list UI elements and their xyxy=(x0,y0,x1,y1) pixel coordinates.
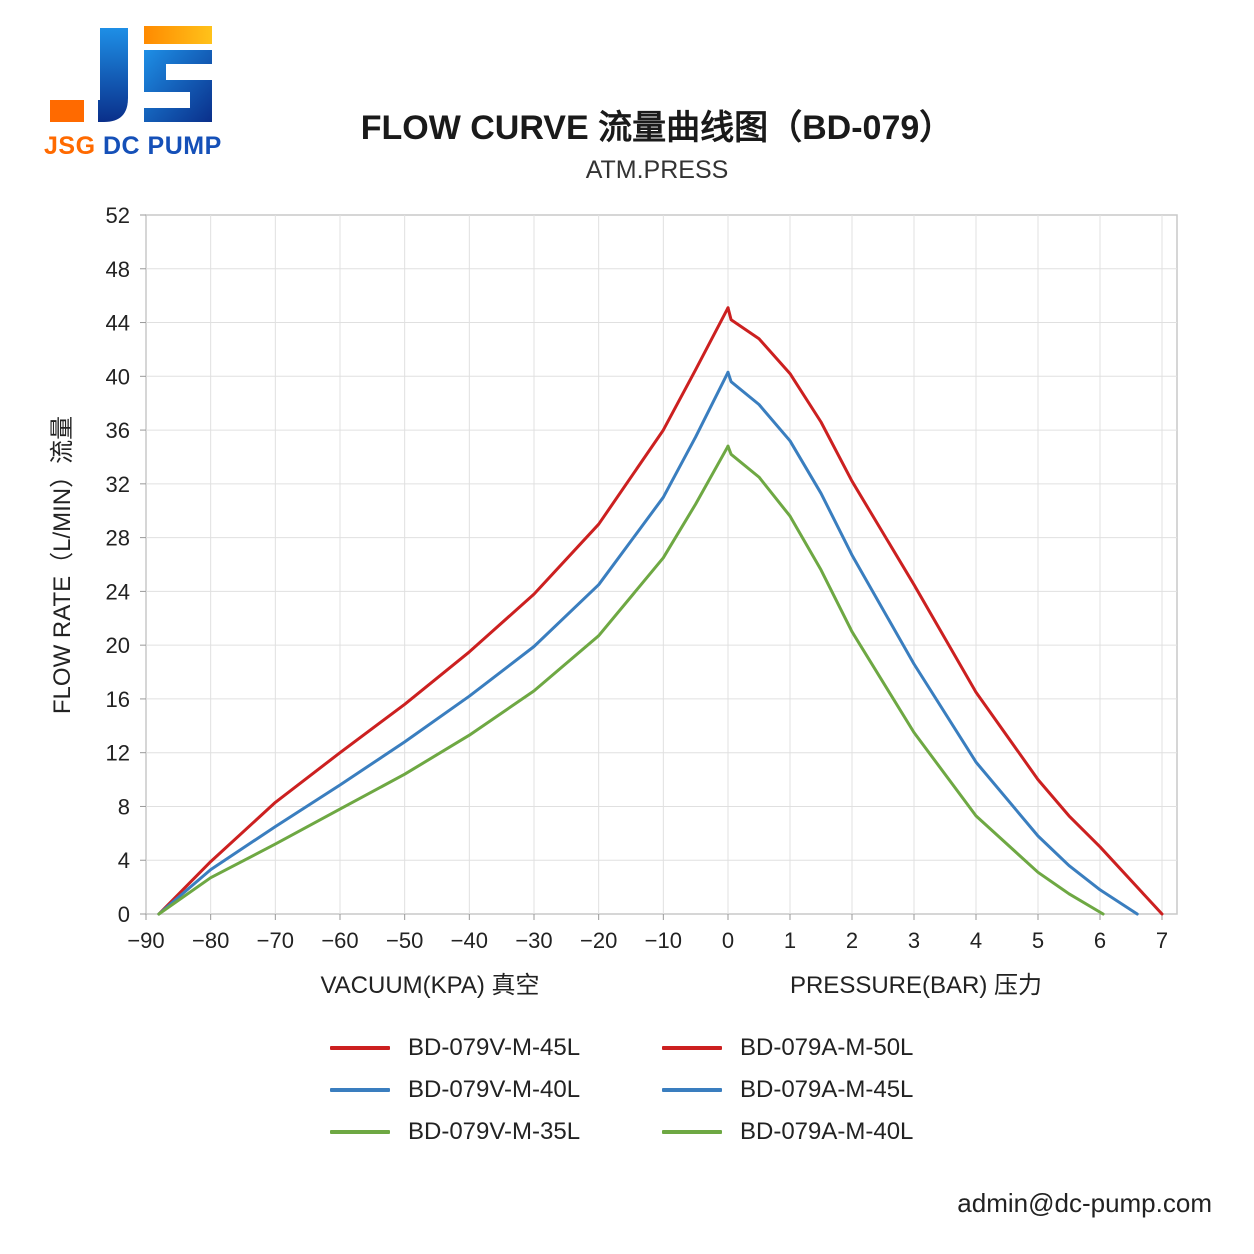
x-tick-label-vacuum: −80 xyxy=(192,928,229,953)
legend-item: BD-079A-M-40L xyxy=(662,1114,913,1150)
series-line-pressure xyxy=(726,306,1164,916)
x-axis-label-vacuum: VACUUM(KPA) 真空 xyxy=(320,972,539,999)
x-tick-label-vacuum: −90 xyxy=(127,928,164,953)
legend-label: BD-079V-M-45L xyxy=(408,1034,581,1061)
legend-label: BD-079V-M-35L xyxy=(408,1118,581,1145)
x-tick-label-vacuum: −30 xyxy=(515,928,552,953)
legend-swatch xyxy=(330,1046,390,1050)
x-tick-label-vacuum: −20 xyxy=(580,928,617,953)
x-tick-label-pressure: 2 xyxy=(846,928,858,953)
series-line-vacuum xyxy=(157,370,730,916)
x-tick-label-vacuum: 0 xyxy=(722,928,734,953)
x-tick-label-pressure: 3 xyxy=(908,928,920,953)
legend-label: BD-079V-M-40L xyxy=(408,1076,581,1103)
legend-swatch xyxy=(662,1046,722,1050)
chart-subtitle: ATM.PRESS xyxy=(585,156,729,184)
y-tick-label: 36 xyxy=(106,418,130,443)
y-tick-label: 52 xyxy=(106,203,130,228)
x-tick-label-pressure: 7 xyxy=(1156,928,1168,953)
legend-item: BD-079V-M-40L xyxy=(330,1072,580,1108)
y-tick-label: 48 xyxy=(106,257,130,282)
legend-label: BD-079A-M-45L xyxy=(740,1076,914,1103)
logo-text-jsg: JSG xyxy=(44,132,96,160)
y-tick-label: 12 xyxy=(106,741,130,766)
series-line-vacuum xyxy=(157,306,730,916)
y-tick-label: 16 xyxy=(106,687,130,712)
legend-swatch xyxy=(330,1088,390,1092)
series-line-pressure xyxy=(726,370,1139,916)
y-axis-label: FLOW RATE（L/MIN）流量 xyxy=(49,416,76,714)
legend-item: BD-079V-M-45L xyxy=(330,1030,580,1066)
legend-swatch xyxy=(330,1130,390,1134)
legend-item: BD-079A-M-50L xyxy=(662,1030,913,1066)
plot-area xyxy=(145,214,1178,915)
chart-title: FLOW CURVE 流量曲线图（BD-079） xyxy=(360,109,954,147)
x-axis-label-pressure: PRESSURE(BAR) 压力 xyxy=(790,972,1042,999)
y-tick-label: 0 xyxy=(118,902,130,927)
x-tick-label-pressure: 6 xyxy=(1094,928,1106,953)
x-tick-label-pressure: 1 xyxy=(784,928,796,953)
x-tick-label-vacuum: −50 xyxy=(386,928,423,953)
contact-email: admin@dc-pump.com xyxy=(957,1188,1212,1218)
company-logo xyxy=(50,26,212,122)
y-tick-label: 32 xyxy=(106,472,130,497)
y-tick-label: 4 xyxy=(118,848,130,873)
x-tick-label-pressure: 5 xyxy=(1032,928,1044,953)
legend-item: BD-079V-M-35L xyxy=(330,1114,580,1150)
series-line-pressure xyxy=(726,444,1105,916)
logo-text: JSG DC PUMP xyxy=(44,132,222,161)
y-tick-label: 24 xyxy=(106,579,130,604)
x-tick-label-pressure: 4 xyxy=(970,928,982,953)
x-tick-label-vacuum: −60 xyxy=(321,928,358,953)
legend-label: BD-079A-M-50L xyxy=(740,1034,914,1061)
y-tick-label: 20 xyxy=(106,633,130,658)
y-tick-label: 40 xyxy=(106,364,130,389)
legend-swatch xyxy=(662,1130,722,1134)
series-line-vacuum xyxy=(157,444,730,916)
logo-text-dcpump: DC PUMP xyxy=(102,132,222,160)
x-tick-label-vacuum: −10 xyxy=(645,928,682,953)
legend-swatch xyxy=(662,1088,722,1092)
legend-item: BD-079A-M-45L xyxy=(662,1072,913,1108)
y-tick-label: 28 xyxy=(106,526,130,551)
x-tick-label-vacuum: −70 xyxy=(257,928,294,953)
legend-label: BD-079A-M-40L xyxy=(740,1118,914,1145)
y-tick-label: 44 xyxy=(106,311,130,336)
x-tick-label-vacuum: −40 xyxy=(451,928,488,953)
y-tick-label: 8 xyxy=(118,794,130,819)
